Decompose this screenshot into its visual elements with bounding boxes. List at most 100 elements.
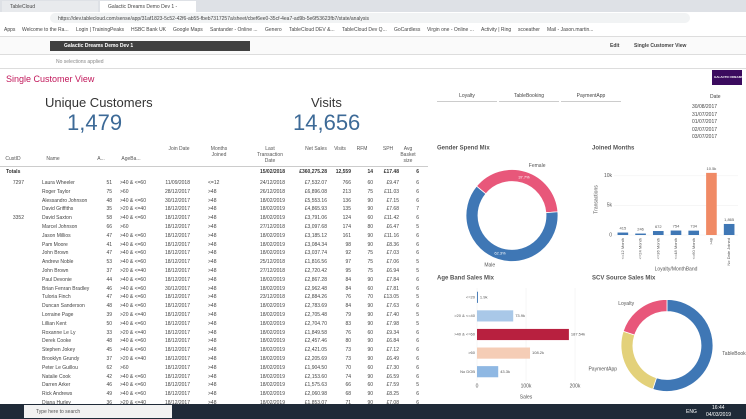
tab[interactable]: TableCloud [2,1,98,12]
table-cell: 51 [106,180,112,186]
table-cell: 48 [106,303,112,310]
url: https://dev.tablecloud.com/sense/app/31a… [58,15,369,22]
table-cell: 18/12/2017 [164,312,190,318]
bookmark[interactable]: Santander - Online ... [210,27,258,33]
table-cell: £7.59 [386,382,399,389]
bookmark[interactable]: TableCloud DEV &... [289,27,335,33]
bookmark[interactable]: HSBC Bank UK [131,27,167,33]
table-cell: £1,904.50 [304,364,327,371]
date-item[interactable]: 02/07/2017 [692,126,718,133]
table-cell: >48 [208,312,217,318]
chart-title: Joined Months [592,146,635,152]
table-cell: 18/02/2019 [259,329,285,336]
x-tick-label: <=12 Month [620,238,625,259]
selections-text: No selections applied [56,59,104,65]
sheet-selector[interactable]: Single Customer View [634,43,687,49]
bookmark[interactable]: GoCardless [394,27,421,33]
table-cell: £2,704.70 [304,320,327,327]
table-cell: 18/02/2019 [259,276,285,283]
table-cell: 18/02/2019 [259,215,285,222]
table-cell: >48 [208,373,217,380]
table-cell: £7.15 [386,197,399,204]
table-cell: 80 [345,338,351,345]
bookmarks-bar: Apps Welcome to the Ra... Login | Training… [0,24,746,37]
table-cell: Darren Arker [42,382,71,389]
bookmark[interactable]: scoeather [518,27,540,33]
bookmark[interactable]: Apps [4,27,16,33]
table-cell: 42 [106,373,112,380]
date-item[interactable]: 31/07/2017 [692,111,718,118]
x-axis-title: Loyalty/MonthBand [655,266,698,272]
table-cell: £2,720.42 [304,268,327,274]
bookmark[interactable]: Login | TrainingPeaks [76,27,124,33]
table-cell: 18/12/2017 [164,329,190,336]
bookmark[interactable]: Welcome to the Ra... [22,27,69,33]
bookmark[interactable]: Activity | Ring [481,27,512,33]
charts: Gender Spend Mix Female 37.7% Male 62.3% Join… [437,146,746,401]
x-tick-label: <=48 Month [673,238,678,259]
url-box[interactable]: https://dev.tablecloud.com/sense/app/31a… [50,13,690,23]
bookmark[interactable]: Virgin one - Online ... [427,27,474,33]
totals-cell: £360,275.28 [299,169,327,175]
table-cell: 49 [106,391,112,398]
column-header[interactable]: Last Transaction Date [257,146,283,164]
table-cell: 30/12/2017 [164,197,190,204]
table-cell: 18/02/2019 [259,197,285,204]
column-header[interactable]: A... [97,156,105,162]
search-box[interactable]: Type here to search [24,405,172,418]
table-cell: 90 [367,312,373,318]
bar [652,231,664,235]
date-item[interactable]: 01/07/2017 [692,119,718,125]
table-cell: 18/12/2017 [164,206,190,213]
donut-segment [465,185,559,262]
column-header[interactable]: Net Sales [305,146,327,152]
date-item[interactable]: 03/07/2017 [692,134,718,140]
table-cell: 18/12/2017 [164,250,190,257]
column-header[interactable]: AgeBa... [121,156,141,162]
table-cell: 6 [416,338,419,345]
column-header[interactable]: CustID [5,156,21,162]
bookmark[interactable]: Mail - Jason.martin... [547,27,594,33]
table-cell: 97 [345,259,351,266]
table-cell: 90 [367,241,373,248]
donut-segment [622,299,668,336]
table-cell: 75 [367,250,373,257]
table-cell: 90 [367,356,373,362]
column-header[interactable]: Join Date [168,146,190,152]
edit-button[interactable]: Edit [610,43,620,49]
column-header[interactable]: Name [46,156,60,162]
source-button[interactable]: PaymentApp [561,92,621,102]
source-button[interactable]: TableBooking [499,92,559,102]
date-item[interactable]: 30/08/2017 [692,104,718,110]
source-button[interactable]: Loyalty [437,92,497,102]
table-cell: 6 [416,188,419,195]
bookmark[interactable]: TableCloud Dev Q... [342,27,387,33]
tab-active[interactable]: Galactic Dreams Demo Dev 1 - [100,1,196,12]
bookmark[interactable]: Google Maps [173,27,203,33]
table-cell: 75 [367,268,373,274]
table-cell: 18/02/2019 [259,391,285,398]
table-cell: £2,205.69 [304,356,327,362]
table-cell: 18/02/2019 [259,400,285,406]
column-header[interactable]: RFM [356,146,368,152]
table-cell: >40 & <=60 [120,347,146,354]
bookmark[interactable]: Genero [265,27,282,33]
table-cell: >48 [208,259,217,266]
x-tick-label: 0 [476,383,479,389]
table-cell: Jason Millios [42,232,71,239]
column-header[interactable]: Months Joined [210,146,228,158]
table-cell: 6 [416,373,419,380]
column-header[interactable]: Visits [334,146,346,152]
bar-label: 10.5k [707,166,717,171]
table-cell: Tuloria Finch [42,294,71,301]
bar [477,347,531,359]
table-cell: 5 [416,259,419,266]
column-header[interactable]: Avg Basket size [400,146,416,164]
table-cell: Roger Taylor [42,188,71,195]
table-cell: 6 [416,303,419,310]
column-header[interactable]: SPH [382,146,394,152]
table-cell: 71 [345,400,351,406]
table-cell: >48 [208,197,217,204]
table-cell: 18/12/2017 [164,356,190,362]
table-cell: 90 [367,320,373,327]
